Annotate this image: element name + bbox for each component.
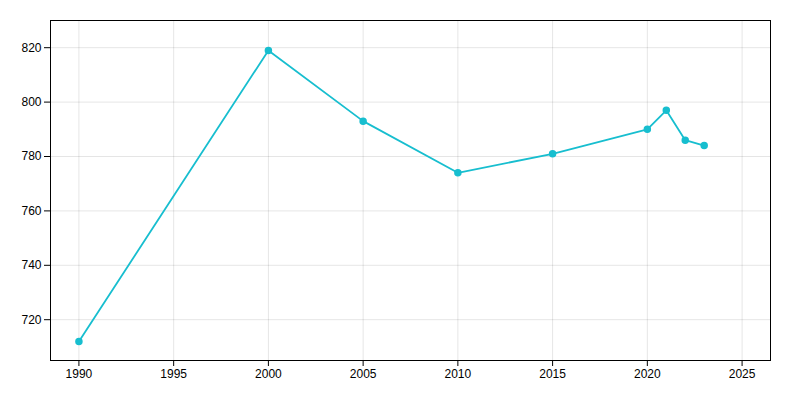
svg-text:800: 800 <box>21 95 41 109</box>
svg-text:2025: 2025 <box>729 367 756 381</box>
svg-text:720: 720 <box>21 313 41 327</box>
svg-text:1990: 1990 <box>66 367 93 381</box>
svg-text:820: 820 <box>21 41 41 55</box>
svg-text:2015: 2015 <box>539 367 566 381</box>
svg-text:760: 760 <box>21 204 41 218</box>
svg-text:1995: 1995 <box>160 367 187 381</box>
svg-text:2000: 2000 <box>255 367 282 381</box>
svg-text:740: 740 <box>21 258 41 272</box>
svg-text:2010: 2010 <box>445 367 472 381</box>
svg-text:780: 780 <box>21 149 41 163</box>
svg-text:2020: 2020 <box>634 367 661 381</box>
svg-text:2005: 2005 <box>350 367 377 381</box>
